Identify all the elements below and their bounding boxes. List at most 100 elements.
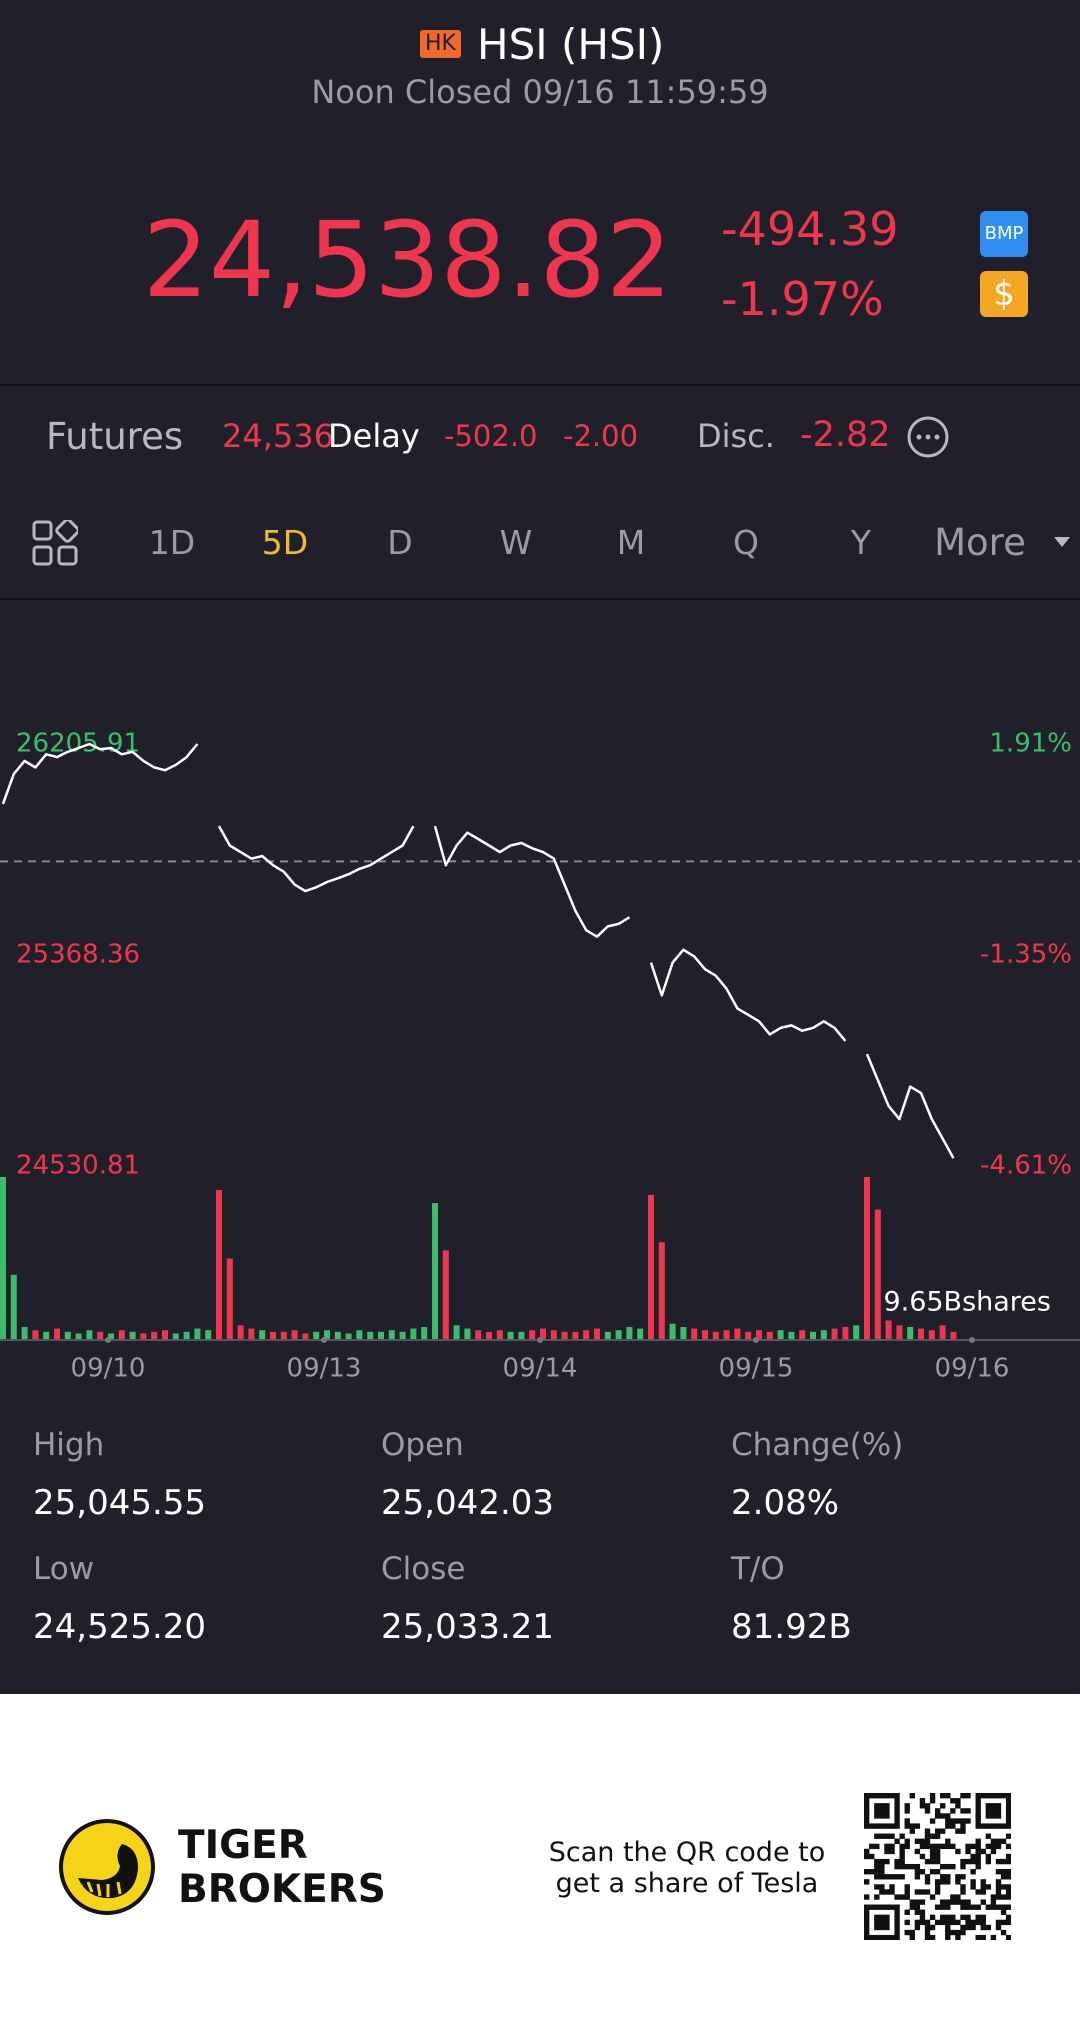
volume-bar [32,1330,39,1340]
x-tick [537,1337,543,1343]
more-icon[interactable] [906,415,950,459]
volume-bar [572,1331,579,1340]
volume-bar [853,1325,860,1340]
volume-bar [604,1331,611,1340]
volume-bar [507,1331,514,1340]
volume-bar [270,1331,276,1340]
volume-bar [540,1328,546,1340]
dark-panel [0,0,1080,1694]
x-tick [321,1337,327,1343]
futures-change: -502.0 [444,419,538,453]
volume-bar [183,1331,190,1340]
volume-bar [151,1331,158,1340]
volume-label: 9.65Bshares [883,1287,1051,1318]
layout-icon[interactable] [32,520,78,566]
futures-label: Futures [46,415,184,458]
volume-bar [799,1330,806,1340]
volume-bar [734,1328,741,1340]
tab[interactable]: 1D [148,523,196,562]
stat-value: 25,045.55 [33,1483,207,1523]
volume-bar [291,1330,298,1340]
volume-bar [259,1330,266,1340]
volume-bar [864,1177,870,1340]
volume-bar [86,1330,93,1340]
volume-bar [896,1325,903,1340]
x-tick-label: 09/16 [935,1354,1010,1384]
volume-bar [626,1326,633,1340]
volume-bar [21,1326,28,1340]
volume-bar [907,1326,914,1340]
stat-label: Close [381,1551,466,1587]
tab[interactable]: M [616,523,646,562]
volume-bar [723,1330,730,1340]
volume-bar [388,1330,395,1340]
volume-bar [43,1331,50,1340]
volume-bar [0,1177,6,1340]
volume-bar [54,1328,60,1340]
x-tick [969,1337,975,1343]
volume-bar [432,1203,438,1340]
volume-bar [97,1331,104,1340]
volume-bar [172,1333,179,1340]
volume-bar [118,1330,125,1340]
change-pct: -1.97% [721,272,884,326]
volume-bar [550,1330,557,1340]
volume-bar [529,1330,536,1340]
change: -494.39 [721,202,899,256]
volume-bar [356,1330,363,1340]
volume-bar [442,1250,449,1340]
volume-bar [10,1274,17,1340]
stat-label: High [33,1427,105,1463]
volume-bar [75,1333,82,1340]
y2-tick-label: -4.61% [980,1151,1072,1181]
volume-bar [205,1330,212,1340]
volume-bar [140,1333,147,1340]
bmp-icon[interactable]: BMP [980,211,1028,257]
volume-bar [486,1331,492,1340]
qr-code[interactable] [864,1793,1011,1940]
stat-value: 2.08% [731,1483,840,1523]
futures-price: 24,536 [222,417,334,455]
volume-bar [810,1331,816,1340]
volume-bar [302,1333,309,1340]
volume-bar [216,1190,222,1340]
volume-bar [421,1326,428,1340]
tab[interactable]: W [499,523,533,562]
promo-line: get a share of Tesla [555,1868,819,1899]
volume-bar [313,1331,320,1340]
volume-bar [248,1328,255,1340]
promo-line: Scan the QR code to [548,1837,826,1868]
y-tick-label: 24530.81 [16,1151,140,1181]
tab[interactable]: More [934,521,1026,564]
brand-line: TIGER [178,1823,308,1868]
tab[interactable]: Y [850,523,872,562]
volume-bar [129,1331,136,1340]
divider [0,384,1080,386]
volume-bar [496,1330,503,1340]
stat-value: 24,525.20 [33,1607,207,1647]
volume-bar [64,1331,71,1340]
price-line [1,742,955,1159]
futures-change-pct: -2.00 [563,419,639,453]
tab[interactable]: Q [733,523,759,562]
volume-bar [658,1242,665,1340]
tab[interactable]: D [387,523,413,562]
volume-bar [842,1326,849,1340]
title: HSI (HSI) [477,20,665,69]
tab[interactable]: 5D [261,523,309,562]
dropdown-arrow[interactable] [1052,535,1072,549]
volume-bar [615,1330,622,1340]
y2-tick-label: 1.91% [989,729,1072,759]
status: Noon Closed 09/16 11:59:59 [311,73,769,111]
volume-bar [745,1331,752,1340]
volume-bar [561,1331,568,1340]
volume-bar [194,1328,201,1340]
dollar-icon[interactable]: $ [980,271,1028,317]
stat-label: Low [33,1551,95,1587]
volume-bar [691,1328,698,1340]
volume-bar [594,1328,600,1340]
volume-bar [820,1330,827,1340]
disc-value: -2.82 [800,415,891,455]
stat-value: 81.92B [731,1607,852,1647]
volume-bar [766,1331,773,1340]
